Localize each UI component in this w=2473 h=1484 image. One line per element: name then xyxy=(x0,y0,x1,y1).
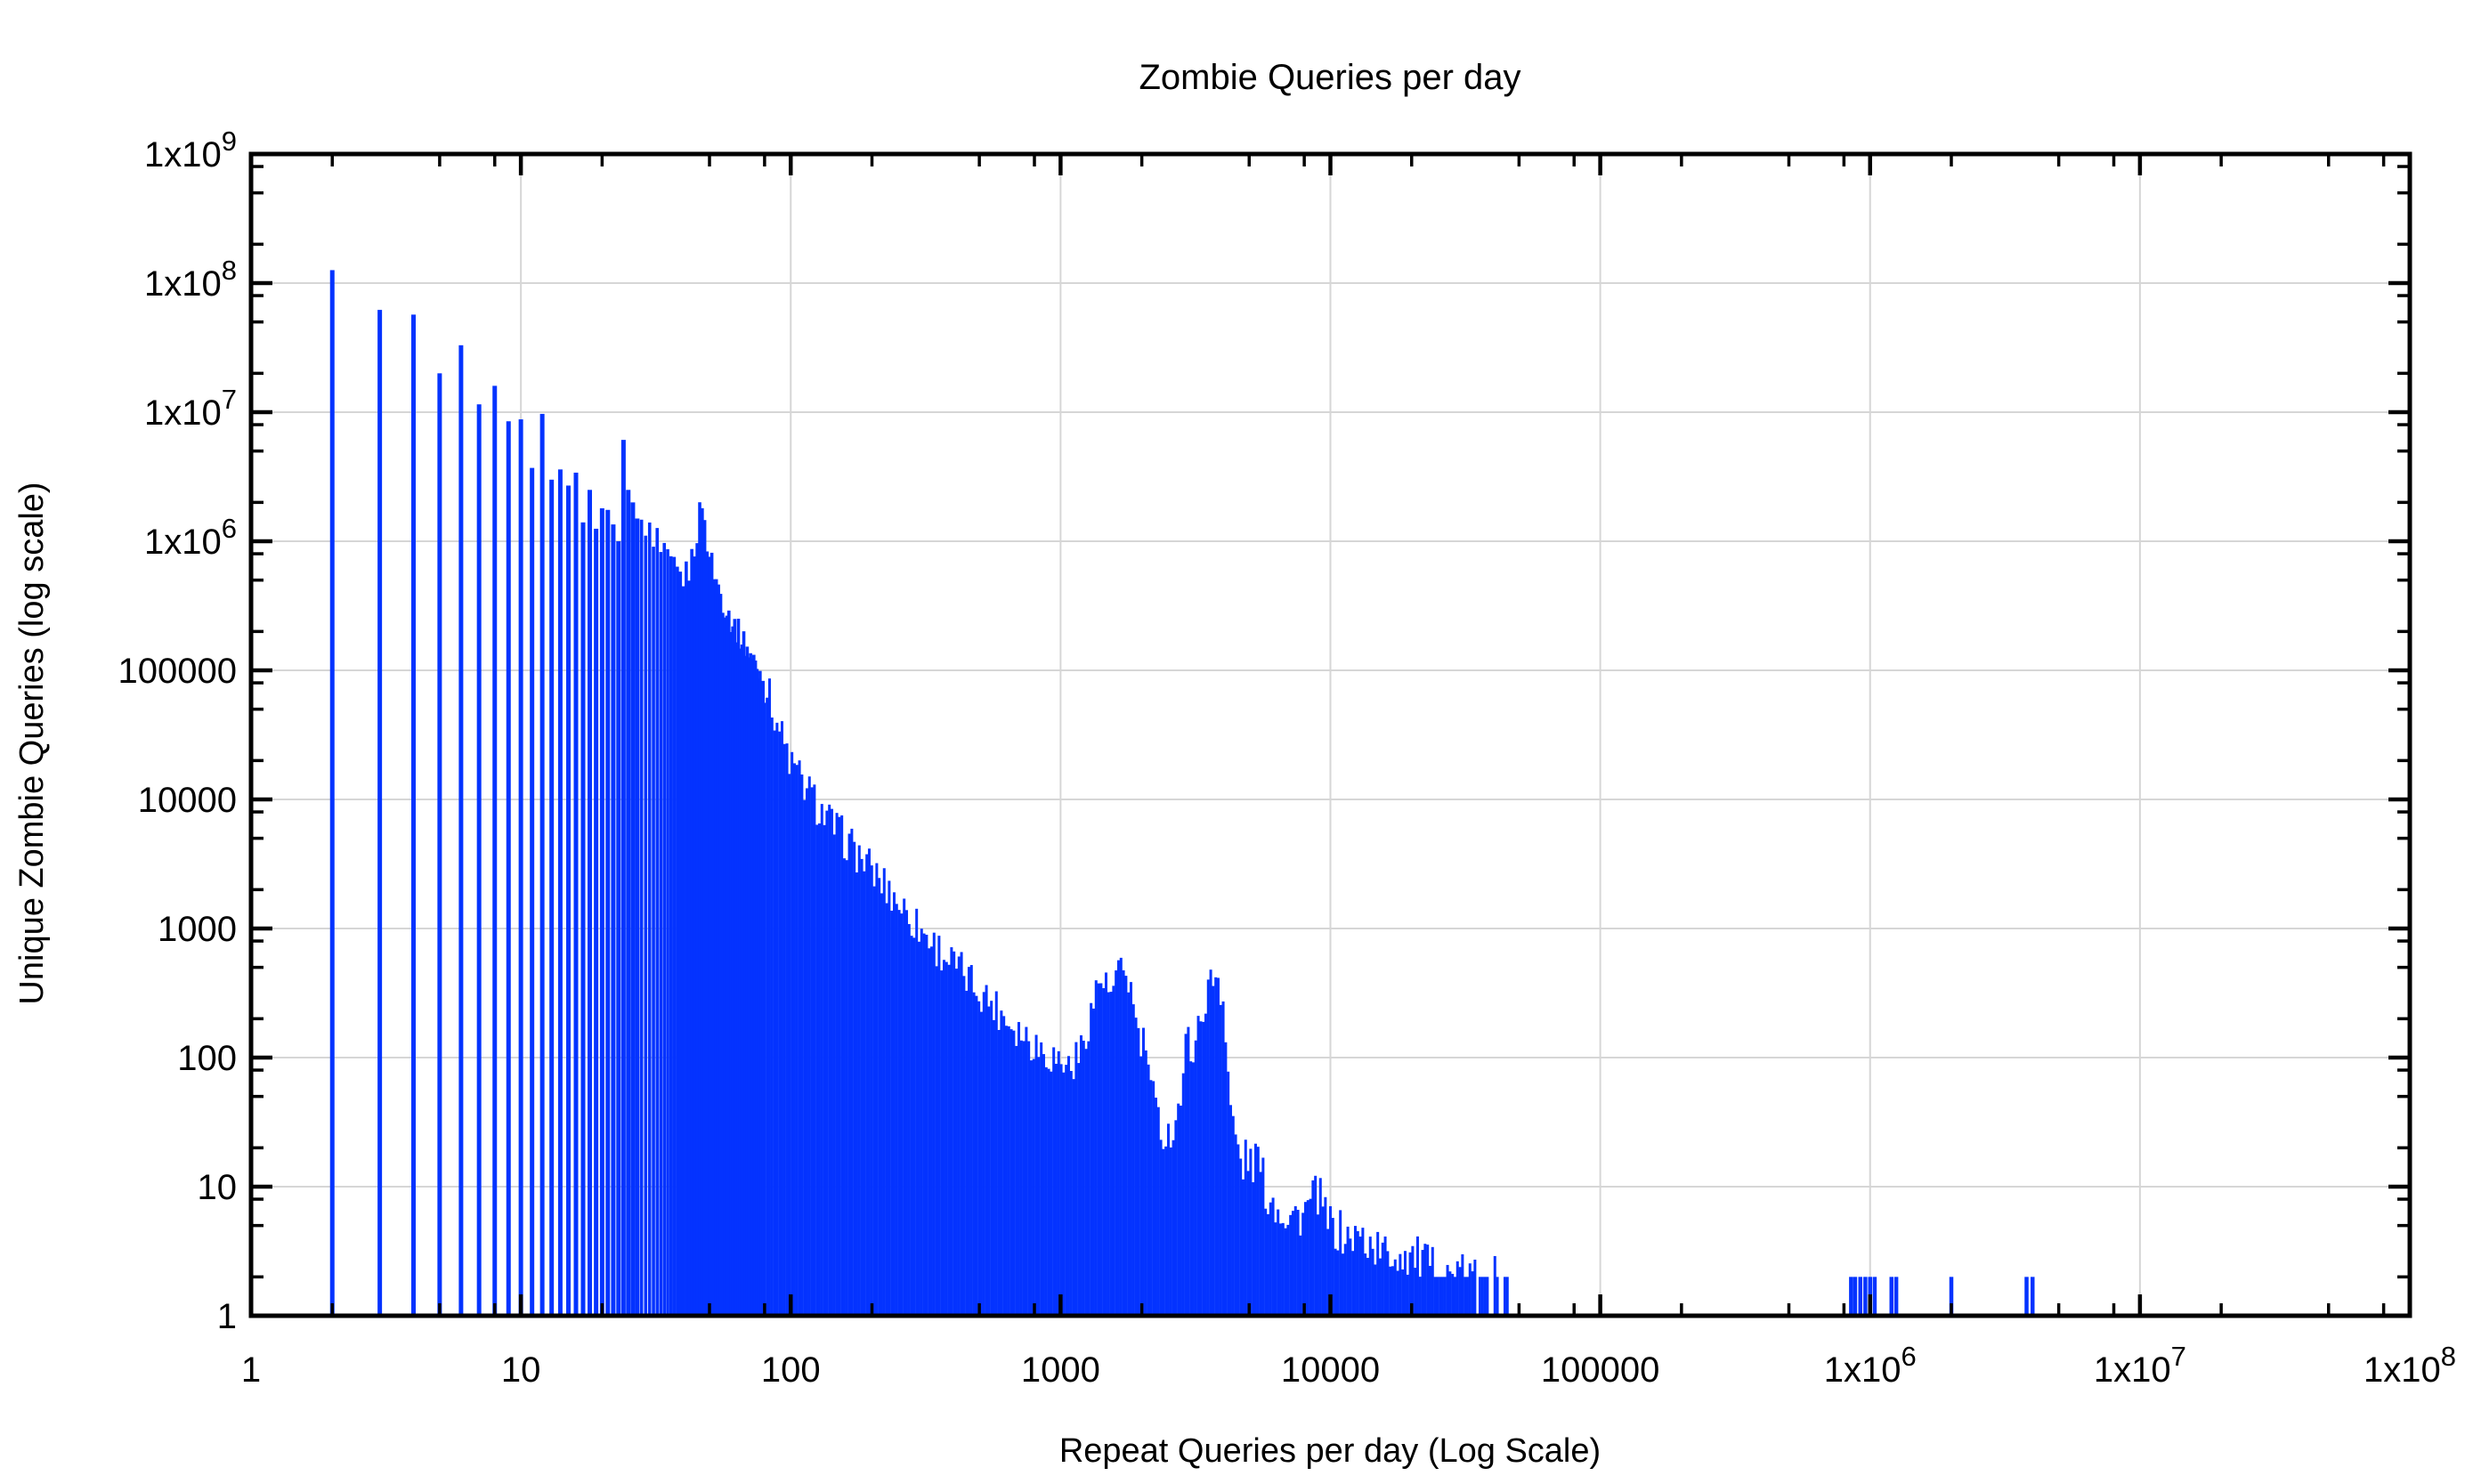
chart-title: Zombie Queries per day xyxy=(1139,58,1520,97)
svg-text:10: 10 xyxy=(501,1350,541,1390)
svg-text:1x109: 1x109 xyxy=(144,126,237,174)
grid-lines xyxy=(251,154,2410,1316)
svg-text:1x106: 1x106 xyxy=(144,513,237,562)
svg-text:10: 10 xyxy=(198,1168,238,1207)
x-axis-title: Repeat Queries per day (Log Scale) xyxy=(1059,1432,1601,1470)
svg-text:1x106: 1x106 xyxy=(1824,1341,1917,1390)
svg-text:1x108: 1x108 xyxy=(144,255,237,304)
svg-text:10000: 10000 xyxy=(1281,1350,1380,1390)
y-axis-title: Unique Zombie Queries (log scale) xyxy=(13,482,51,1004)
svg-text:100: 100 xyxy=(177,1039,237,1078)
svg-text:1x108: 1x108 xyxy=(2364,1341,2456,1390)
axis-tick-labels: 1 10 100 1000 10000 100000 1x106 1x107 1x108 1 10 1… xyxy=(118,126,2456,1390)
svg-text:10000: 10000 xyxy=(138,781,237,820)
axis-ticks xyxy=(248,151,2412,1318)
svg-text:100: 100 xyxy=(761,1350,821,1390)
svg-text:1000: 1000 xyxy=(1021,1350,1100,1390)
svg-text:100000: 100000 xyxy=(118,652,237,691)
svg-text:1x107: 1x107 xyxy=(144,384,237,433)
svg-text:1000: 1000 xyxy=(158,910,237,949)
histogram-bars xyxy=(329,270,2035,1317)
svg-text:1x107: 1x107 xyxy=(2094,1341,2186,1390)
svg-text:100000: 100000 xyxy=(1541,1350,1659,1390)
svg-text:1: 1 xyxy=(241,1350,261,1390)
svg-text:1: 1 xyxy=(217,1297,237,1336)
